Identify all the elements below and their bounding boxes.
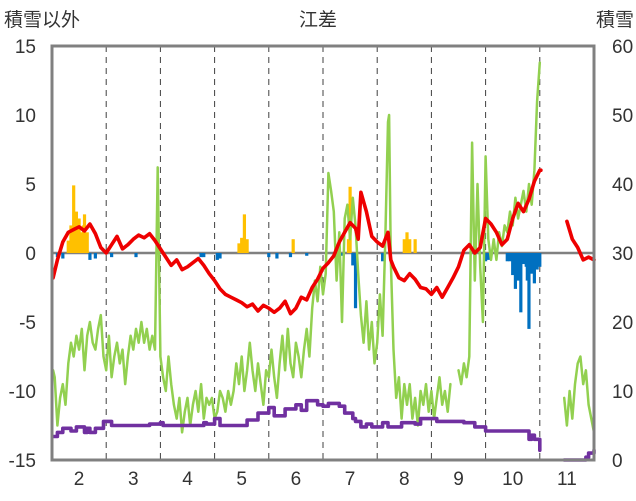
green-series-line — [51, 113, 452, 434]
blue-bar — [275, 253, 279, 259]
blue-bar — [134, 253, 138, 258]
left-tick-label: 10 — [15, 106, 36, 127]
right-tick-label: 0 — [612, 451, 623, 472]
left-tick-label: 5 — [25, 175, 36, 196]
blue-bar — [532, 253, 536, 284]
green-series-line — [562, 355, 596, 434]
purple-series-line — [51, 398, 542, 453]
blue-bar — [218, 253, 222, 259]
blue-bar — [513, 253, 518, 289]
right-tick-label: 20 — [612, 313, 633, 334]
left-tick-label: 15 — [15, 37, 36, 58]
x-tick-label: 6 — [291, 469, 302, 490]
right-tick-label: 30 — [612, 244, 633, 265]
yellow-bar — [240, 237, 244, 253]
yellow-bar — [408, 239, 412, 253]
right-tick-label: 60 — [612, 37, 633, 58]
x-tick-label: 10 — [502, 469, 523, 490]
blue-bar — [288, 253, 293, 258]
left-axis-title: 積雪以外 — [4, 9, 80, 31]
blue-bar — [267, 253, 271, 258]
yellow-bar — [348, 186, 352, 253]
blue-bar — [508, 253, 512, 262]
right-axis-title: 積雪 — [596, 9, 634, 31]
blue-bar — [519, 253, 523, 313]
yellow-bar — [85, 232, 89, 253]
blue-bar — [530, 253, 534, 274]
left-tick-label: -5 — [19, 313, 36, 334]
yellow-bar — [80, 232, 84, 253]
blue-bar — [511, 253, 515, 276]
yellow-bar — [242, 214, 247, 253]
yellow-bar — [69, 225, 73, 253]
blue-bar — [340, 253, 344, 256]
blue-bar — [525, 253, 529, 281]
blue-bar — [516, 253, 520, 281]
green-series-line — [457, 61, 542, 386]
blue-bar — [88, 253, 92, 260]
x-tick-label: 11 — [557, 469, 577, 490]
left-tick-label: 0 — [25, 244, 36, 265]
left-tick-label: -10 — [9, 382, 36, 403]
x-tick-label: 5 — [236, 469, 247, 490]
yellow-bar — [237, 243, 241, 253]
blue-bar — [351, 253, 355, 266]
blue-bar — [61, 253, 65, 259]
yellow-bar — [402, 239, 406, 253]
x-tick-label: 3 — [128, 469, 139, 490]
blue-bar — [381, 253, 385, 262]
x-tick-label: 9 — [453, 469, 464, 490]
yellow-bar — [346, 239, 351, 253]
blue-bar — [353, 253, 358, 309]
blue-bar — [527, 253, 531, 329]
yellow-bar — [74, 211, 78, 253]
blue-bar — [535, 253, 539, 270]
right-tick-label: 50 — [612, 106, 633, 127]
plot-area-frame — [50, 44, 596, 462]
bar-marks — [55, 185, 542, 329]
chart-title: 江差 — [299, 9, 337, 31]
blue-bar — [484, 253, 488, 262]
left-axis-ticks: -15 -10 -5 0 5 10 15 — [9, 37, 36, 472]
yellow-bar — [82, 214, 87, 253]
blue-bar — [199, 253, 203, 258]
left-tick-label: -15 — [9, 451, 36, 472]
blue-bar — [215, 253, 219, 260]
blue-bar — [521, 253, 526, 265]
blue-bar — [505, 253, 509, 262]
right-axis-ticks: 0 10 20 30 40 50 60 — [612, 37, 633, 472]
yellow-bar — [66, 240, 70, 253]
yellow-bar — [77, 218, 81, 253]
x-tick-label: 2 — [74, 469, 85, 490]
blue-bar — [305, 253, 309, 256]
right-tick-label: 10 — [612, 382, 633, 403]
x-tick-label: 8 — [399, 469, 410, 490]
right-tick-label: 40 — [612, 175, 633, 196]
blue-bar — [93, 253, 97, 259]
x-tick-label: 4 — [182, 469, 193, 490]
blue-bar — [486, 253, 490, 260]
red-series-line — [51, 168, 543, 316]
x-axis-ticks: 2 3 4 5 6 7 8 9 10 11 — [74, 469, 577, 490]
series-lines — [51, 61, 596, 462]
yellow-bar — [72, 185, 76, 253]
x-tick-label: 7 — [345, 469, 356, 490]
red-series-line — [565, 219, 596, 262]
blue-bar — [202, 253, 206, 258]
blue-bar — [538, 253, 542, 267]
yellow-bar — [291, 239, 295, 253]
yellow-bar — [405, 232, 409, 253]
yellow-bar — [413, 239, 417, 253]
blue-bar — [110, 253, 114, 258]
yellow-bar — [245, 239, 249, 253]
